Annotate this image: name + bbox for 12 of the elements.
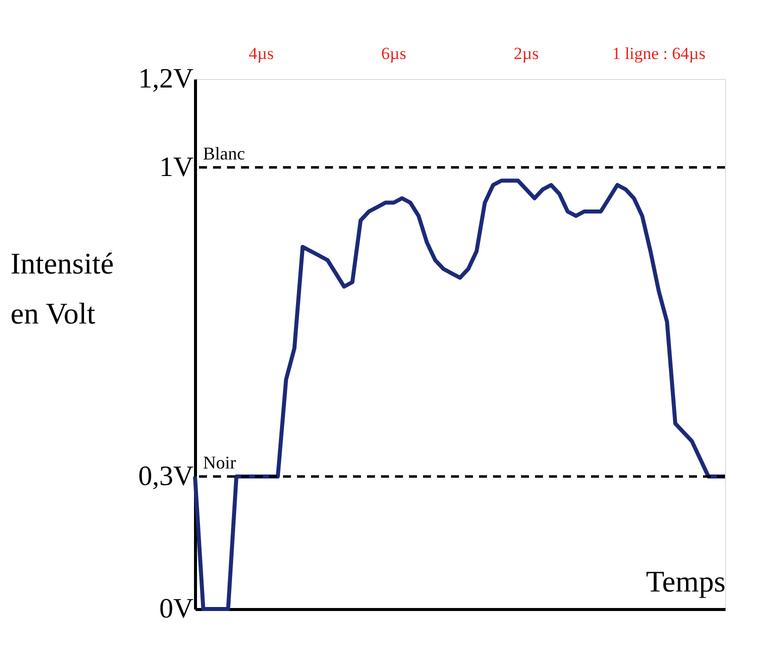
x-axis-title: Temps xyxy=(646,566,726,598)
y-tick-label: 1V xyxy=(159,152,194,183)
ref-line-label: Blanc xyxy=(203,143,245,164)
text: 4µs xyxy=(248,44,274,63)
y-tick-label: 0,3V xyxy=(138,461,194,492)
y-tick-label: 1,2V xyxy=(138,64,194,94)
text: 2µs xyxy=(514,44,539,63)
ref-line-label: Noir xyxy=(203,452,236,472)
y-tick-label: 0V xyxy=(159,594,194,624)
text: 6µs xyxy=(381,44,406,63)
y-axis-title: Intensité en Volt xyxy=(10,248,114,330)
text: 1 ligne : 64µs xyxy=(612,44,706,63)
